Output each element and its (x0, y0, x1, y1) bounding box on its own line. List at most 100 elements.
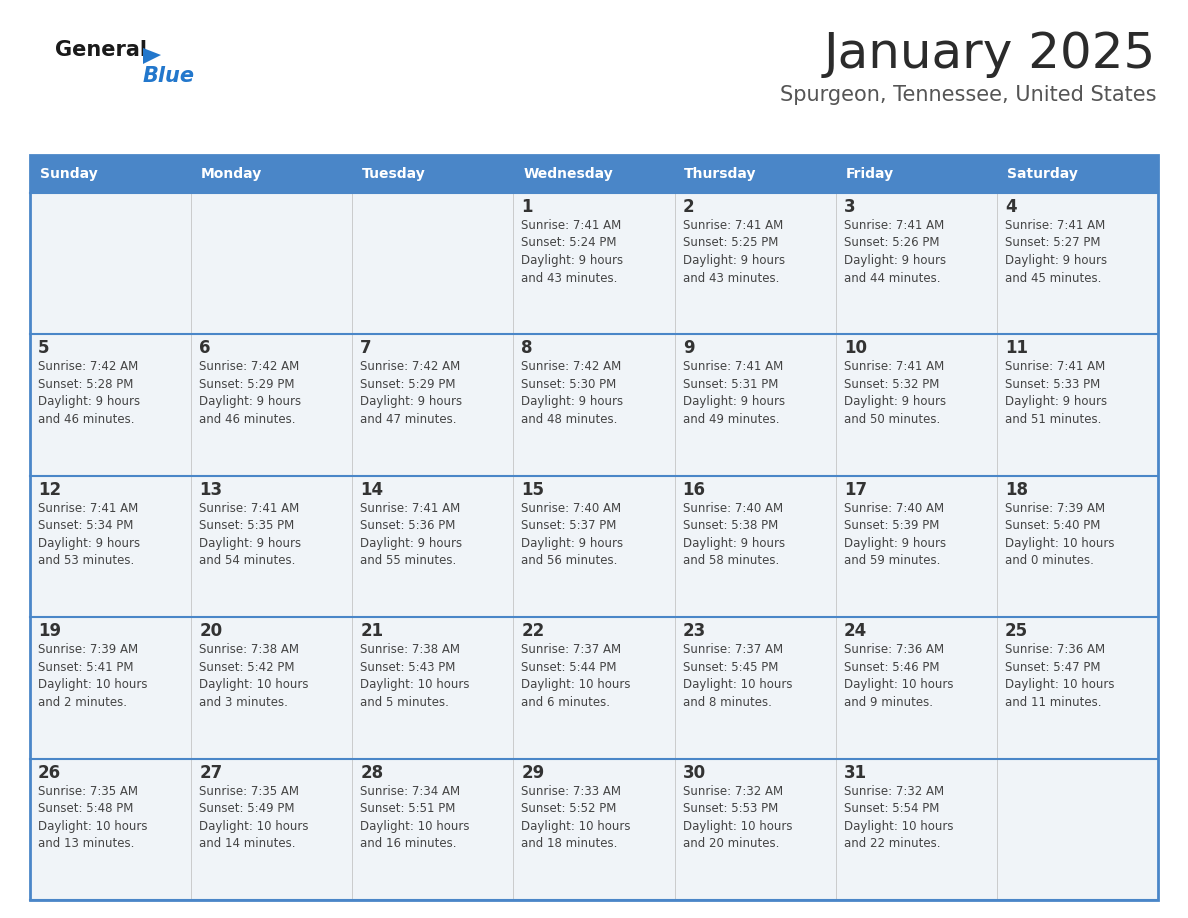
Text: General: General (55, 40, 147, 60)
Text: Daylight: 10 hours: Daylight: 10 hours (1005, 678, 1114, 691)
Text: 1: 1 (522, 198, 533, 216)
Text: Sunset: 5:31 PM: Sunset: 5:31 PM (683, 378, 778, 391)
Text: 30: 30 (683, 764, 706, 781)
Bar (997, 155, 1158, 193)
Text: Sunday: Sunday (39, 167, 97, 181)
Text: Sunset: 5:37 PM: Sunset: 5:37 PM (522, 520, 617, 532)
Bar (191, 334, 353, 476)
Text: Sunrise: 7:41 AM: Sunrise: 7:41 AM (38, 502, 138, 515)
Text: 24: 24 (843, 622, 867, 640)
Text: and 13 minutes.: and 13 minutes. (38, 837, 134, 850)
Text: Monday: Monday (201, 167, 263, 181)
Text: January 2025: January 2025 (823, 30, 1156, 78)
Text: Sunset: 5:30 PM: Sunset: 5:30 PM (522, 378, 617, 391)
Text: Daylight: 9 hours: Daylight: 9 hours (38, 396, 140, 409)
Bar (513, 476, 675, 617)
Text: Sunrise: 7:32 AM: Sunrise: 7:32 AM (683, 785, 783, 798)
Text: Daylight: 9 hours: Daylight: 9 hours (522, 254, 624, 267)
Text: and 8 minutes.: and 8 minutes. (683, 696, 771, 709)
Text: 3: 3 (843, 198, 855, 216)
Text: Daylight: 10 hours: Daylight: 10 hours (843, 820, 953, 833)
Bar (191, 155, 353, 193)
Text: Sunset: 5:34 PM: Sunset: 5:34 PM (38, 520, 133, 532)
Text: and 48 minutes.: and 48 minutes. (522, 413, 618, 426)
Bar (353, 758, 513, 900)
Text: Daylight: 9 hours: Daylight: 9 hours (683, 537, 785, 550)
Bar (191, 476, 353, 617)
Text: Sunrise: 7:42 AM: Sunrise: 7:42 AM (200, 361, 299, 374)
Polygon shape (143, 48, 162, 64)
Text: Sunrise: 7:41 AM: Sunrise: 7:41 AM (522, 219, 621, 232)
Text: Sunrise: 7:42 AM: Sunrise: 7:42 AM (360, 361, 461, 374)
Text: Sunset: 5:24 PM: Sunset: 5:24 PM (522, 237, 617, 250)
Text: and 45 minutes.: and 45 minutes. (1005, 272, 1101, 285)
Bar (997, 476, 1158, 617)
Text: Daylight: 10 hours: Daylight: 10 hours (522, 678, 631, 691)
Text: Sunset: 5:47 PM: Sunset: 5:47 PM (1005, 661, 1100, 674)
Text: Daylight: 10 hours: Daylight: 10 hours (200, 678, 309, 691)
Bar (675, 758, 835, 900)
Bar (353, 334, 513, 476)
Text: and 43 minutes.: and 43 minutes. (683, 272, 779, 285)
Text: Sunrise: 7:38 AM: Sunrise: 7:38 AM (200, 644, 299, 656)
Bar (513, 334, 675, 476)
Bar (513, 617, 675, 758)
Text: Sunrise: 7:40 AM: Sunrise: 7:40 AM (683, 502, 783, 515)
Text: Blue: Blue (143, 66, 195, 86)
Bar (30, 155, 1158, 900)
Text: Thursday: Thursday (684, 167, 757, 181)
Text: Sunrise: 7:42 AM: Sunrise: 7:42 AM (38, 361, 138, 374)
Text: 21: 21 (360, 622, 384, 640)
Text: and 2 minutes.: and 2 minutes. (38, 696, 127, 709)
Text: 2: 2 (683, 198, 694, 216)
Text: Sunset: 5:27 PM: Sunset: 5:27 PM (1005, 237, 1100, 250)
Text: Sunset: 5:49 PM: Sunset: 5:49 PM (200, 802, 295, 815)
Bar (835, 617, 997, 758)
Bar (353, 476, 513, 617)
Text: and 50 minutes.: and 50 minutes. (843, 413, 940, 426)
Bar (191, 617, 353, 758)
Text: 14: 14 (360, 481, 384, 498)
Text: Daylight: 10 hours: Daylight: 10 hours (522, 820, 631, 833)
Bar (30, 617, 191, 758)
Text: and 54 minutes.: and 54 minutes. (200, 554, 296, 567)
Text: 29: 29 (522, 764, 545, 781)
Text: 9: 9 (683, 340, 694, 357)
Text: Sunrise: 7:39 AM: Sunrise: 7:39 AM (1005, 502, 1105, 515)
Text: and 46 minutes.: and 46 minutes. (200, 413, 296, 426)
Text: Daylight: 10 hours: Daylight: 10 hours (38, 820, 147, 833)
Bar (675, 334, 835, 476)
Text: Sunrise: 7:41 AM: Sunrise: 7:41 AM (843, 219, 944, 232)
Text: and 20 minutes.: and 20 minutes. (683, 837, 779, 850)
Text: and 53 minutes.: and 53 minutes. (38, 554, 134, 567)
Text: 22: 22 (522, 622, 545, 640)
Text: Daylight: 10 hours: Daylight: 10 hours (200, 820, 309, 833)
Text: 13: 13 (200, 481, 222, 498)
Text: and 56 minutes.: and 56 minutes. (522, 554, 618, 567)
Bar (30, 476, 191, 617)
Text: Sunset: 5:32 PM: Sunset: 5:32 PM (843, 378, 940, 391)
Text: Daylight: 9 hours: Daylight: 9 hours (522, 537, 624, 550)
Text: Sunrise: 7:41 AM: Sunrise: 7:41 AM (1005, 361, 1105, 374)
Text: Daylight: 9 hours: Daylight: 9 hours (683, 396, 785, 409)
Text: 17: 17 (843, 481, 867, 498)
Text: and 6 minutes.: and 6 minutes. (522, 696, 611, 709)
Text: and 59 minutes.: and 59 minutes. (843, 554, 940, 567)
Text: Sunrise: 7:35 AM: Sunrise: 7:35 AM (38, 785, 138, 798)
Text: Daylight: 9 hours: Daylight: 9 hours (200, 537, 302, 550)
Text: Sunset: 5:36 PM: Sunset: 5:36 PM (360, 520, 456, 532)
Text: Sunset: 5:54 PM: Sunset: 5:54 PM (843, 802, 940, 815)
Bar (353, 617, 513, 758)
Text: Sunrise: 7:39 AM: Sunrise: 7:39 AM (38, 644, 138, 656)
Text: and 51 minutes.: and 51 minutes. (1005, 413, 1101, 426)
Text: 5: 5 (38, 340, 50, 357)
Text: and 43 minutes.: and 43 minutes. (522, 272, 618, 285)
Text: Daylight: 10 hours: Daylight: 10 hours (360, 678, 469, 691)
Text: Sunset: 5:35 PM: Sunset: 5:35 PM (200, 520, 295, 532)
Text: 26: 26 (38, 764, 62, 781)
Text: 8: 8 (522, 340, 533, 357)
Bar (997, 334, 1158, 476)
Text: Sunrise: 7:38 AM: Sunrise: 7:38 AM (360, 644, 460, 656)
Text: 12: 12 (38, 481, 62, 498)
Text: 6: 6 (200, 340, 210, 357)
